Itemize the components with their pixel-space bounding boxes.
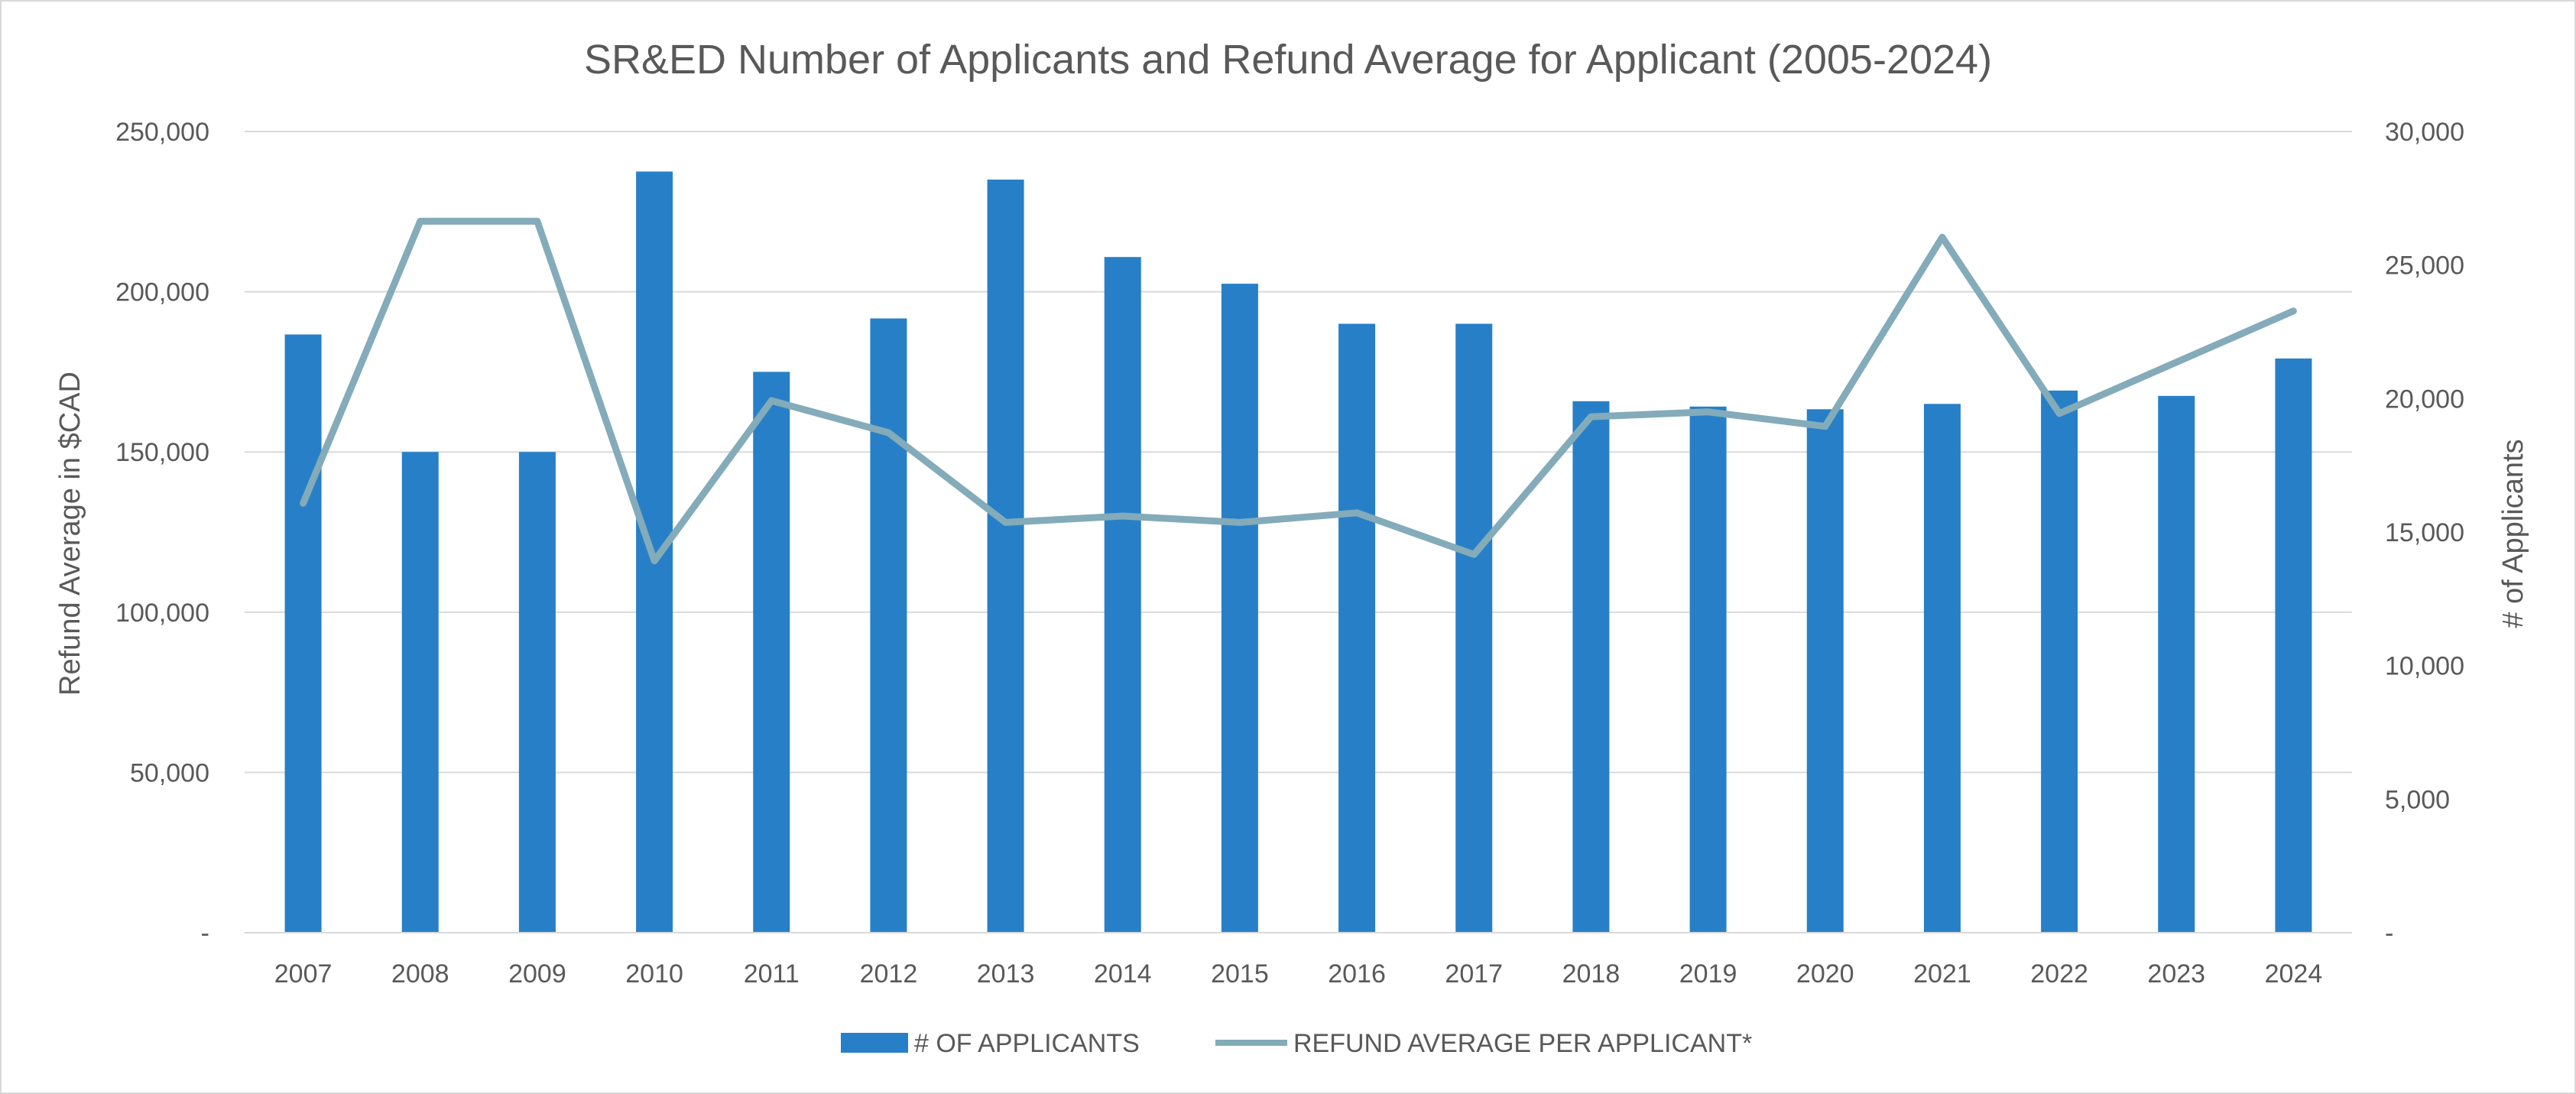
x-axis-tick-label: 2021 xyxy=(1913,959,1971,988)
right-axis-title: # of Applicants xyxy=(2497,439,2529,628)
bar xyxy=(870,318,907,933)
legend-bar-label: # OF APPLICANTS xyxy=(914,1029,1140,1058)
bar xyxy=(1104,257,1141,933)
x-axis-tick-label: 2007 xyxy=(274,959,333,988)
bar-series xyxy=(284,171,2312,933)
left-axis-tick-label: 100,000 xyxy=(115,599,209,628)
x-axis-tick-label: 2010 xyxy=(625,959,683,988)
bar xyxy=(2275,358,2312,933)
line-path xyxy=(300,217,2297,565)
bar xyxy=(1221,284,1258,933)
x-axis-tick-label: 2024 xyxy=(2265,959,2323,988)
right-axis-tick-label: 25,000 xyxy=(2385,252,2464,281)
x-axis-tick-label: 2013 xyxy=(977,959,1035,988)
right-axis-tick-label: 10,000 xyxy=(2385,652,2464,681)
x-axis-tick-label: 2018 xyxy=(1562,959,1621,988)
right-axis-tick-label: 5,000 xyxy=(2385,785,2450,814)
x-axis-tick-label: 2022 xyxy=(2030,959,2088,988)
x-axis-tick-label: 2017 xyxy=(1445,959,1503,988)
x-axis-tick-label: 2023 xyxy=(2147,959,2205,988)
bar xyxy=(1455,323,1493,933)
bar xyxy=(1572,401,1610,933)
x-axis-tick-label: 2012 xyxy=(860,959,918,988)
left-axis-tick-label: 250,000 xyxy=(115,118,209,147)
left-axis-tick-label: - xyxy=(201,919,209,948)
bar xyxy=(1338,323,1376,933)
right-axis-tick-label: 15,000 xyxy=(2385,518,2464,547)
legend-bar-swatch xyxy=(841,1033,908,1053)
right-axis-tick-label: 30,000 xyxy=(2385,118,2464,147)
bar xyxy=(2158,395,2195,933)
x-axis-tick-label: 2019 xyxy=(1679,959,1737,988)
line-series xyxy=(300,217,2297,565)
x-axis-tick-label: 2009 xyxy=(508,959,566,988)
bar xyxy=(987,179,1024,933)
x-axis-tick-label: 2014 xyxy=(1094,959,1152,988)
axes: - 50,000 100,000 150,000 200,000 250,000 - 5,00… xyxy=(115,118,2464,988)
bar xyxy=(1689,406,1727,933)
bar xyxy=(284,334,322,933)
left-axis-title: Refund Average in $CAD xyxy=(54,372,86,696)
bar xyxy=(518,452,556,933)
x-axis-tick-label: 2015 xyxy=(1211,959,1269,988)
x-axis-tick-label: 2020 xyxy=(1796,959,1854,988)
left-axis-tick-label: 50,000 xyxy=(130,758,209,787)
left-axis-tick-label: 150,000 xyxy=(115,438,209,467)
bar xyxy=(753,372,790,933)
bar xyxy=(2041,390,2078,933)
right-axis-tick-label: 20,000 xyxy=(2385,385,2464,414)
x-axis-tick-label: 2016 xyxy=(1328,959,1386,988)
x-axis-tick-label: 2008 xyxy=(391,959,449,988)
legend-line-label: REFUND AVERAGE PER APPLICANT* xyxy=(1293,1029,1752,1058)
legend: # OF APPLICANTS REFUND AVERAGE PER APPLI… xyxy=(841,1029,1752,1058)
chart-title: SR&ED Number of Applicants and Refund Av… xyxy=(584,37,1992,83)
gridlines xyxy=(245,131,2352,774)
bar xyxy=(1806,409,1844,933)
x-axis-tick-label: 2011 xyxy=(744,959,800,988)
left-axis-tick-label: 200,000 xyxy=(115,278,209,307)
right-axis-tick-label: - xyxy=(2385,919,2393,948)
bar xyxy=(401,452,439,933)
bar xyxy=(1923,404,1961,933)
